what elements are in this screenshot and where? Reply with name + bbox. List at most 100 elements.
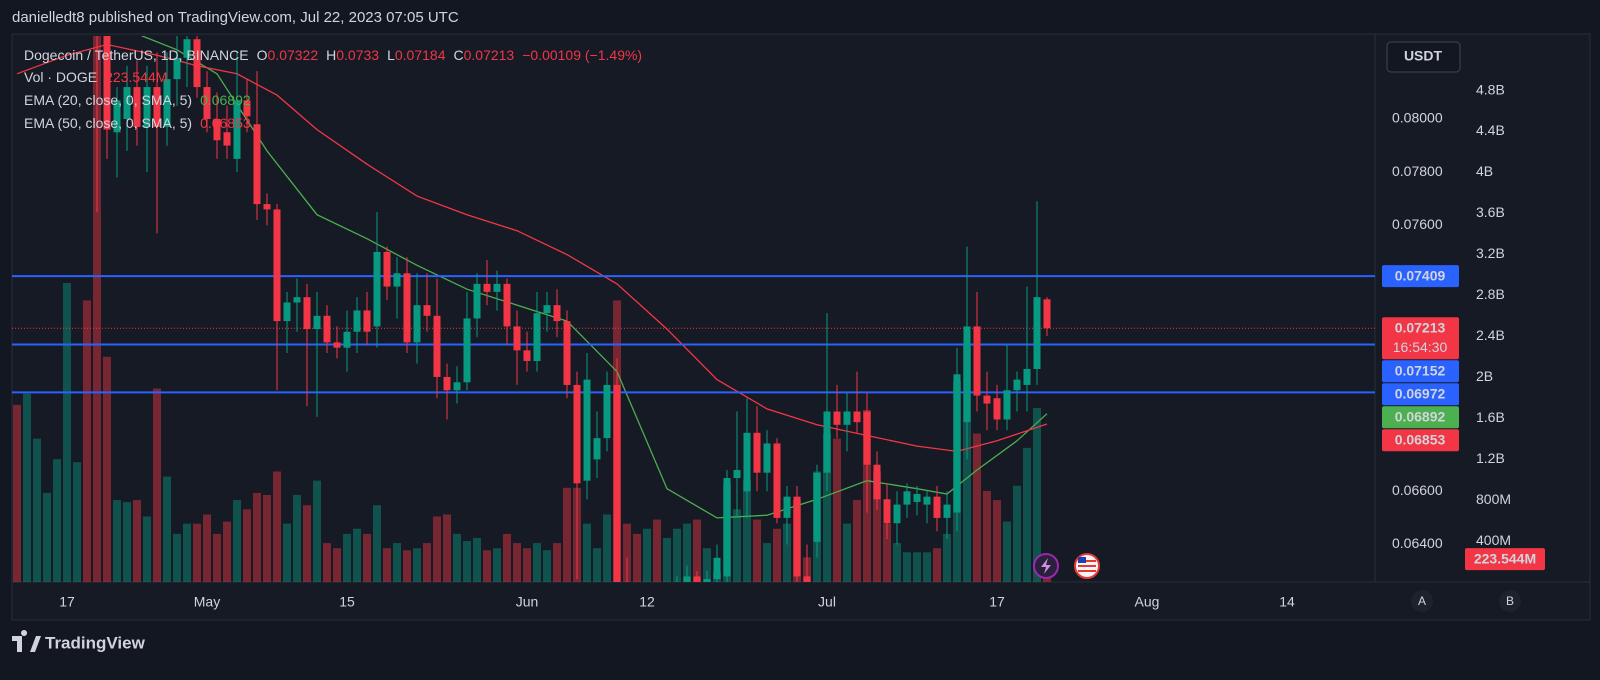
scale-buttons[interactable]: A B xyxy=(1411,590,1521,612)
volume-bar xyxy=(653,519,661,582)
price-badge-label: 0.06853 xyxy=(1395,431,1446,447)
log-scale-button[interactable] xyxy=(1499,590,1521,612)
candle-body xyxy=(943,504,951,518)
currency[interactable]: USDT xyxy=(1404,48,1443,64)
candle-body xyxy=(703,579,711,582)
candle-body xyxy=(233,100,241,159)
volume-name: Vol · DOGE xyxy=(24,69,97,85)
time-tick-label: 17 xyxy=(59,594,75,610)
volume-bar xyxy=(263,494,271,582)
volume-value: 223.544M xyxy=(105,69,167,85)
candle-body xyxy=(483,283,491,292)
volume-bar xyxy=(853,500,861,582)
flag-canton xyxy=(1078,557,1086,563)
volume-tick-label: 4.8B xyxy=(1476,81,1505,97)
volume-tick-label: 2.8B xyxy=(1476,286,1505,302)
auto-scale-button[interactable] xyxy=(1411,590,1433,612)
price-badge xyxy=(1382,265,1459,288)
candle-body xyxy=(153,87,161,127)
volume-bar xyxy=(883,523,891,582)
candle-body xyxy=(383,251,391,287)
candle-body xyxy=(303,297,311,330)
volume-bar xyxy=(493,548,501,582)
volume-bar xyxy=(623,523,631,582)
volume-bar xyxy=(113,500,121,582)
volume-bar xyxy=(393,543,401,582)
price-badge-label: 0.07152 xyxy=(1395,362,1446,378)
volume-bar xyxy=(743,480,751,582)
volume-bar xyxy=(423,543,431,582)
candle-body xyxy=(883,499,891,524)
volume-bar xyxy=(443,514,451,582)
volume-bar xyxy=(473,537,481,582)
volume-bar xyxy=(303,505,311,582)
volume-bar xyxy=(33,438,41,582)
event-icons[interactable] xyxy=(1033,553,1100,579)
volume-bar xyxy=(903,552,911,582)
candle-body xyxy=(223,132,231,146)
volume-bar xyxy=(783,523,791,582)
volume-bar xyxy=(293,494,301,582)
candle-body xyxy=(423,305,431,316)
candle-body xyxy=(173,57,181,80)
ema-value: 0.06892 xyxy=(200,92,251,108)
volume-bar xyxy=(693,519,701,582)
ohlc-value: 0.0733 xyxy=(336,47,379,63)
time-tick-label: May xyxy=(194,594,220,610)
candle-body xyxy=(923,496,931,505)
price-badge-label: 0.06892 xyxy=(1395,408,1446,424)
volume-bar xyxy=(753,519,761,582)
volume-bar xyxy=(1033,407,1041,582)
candle-body xyxy=(393,273,401,287)
volume-bar xyxy=(873,471,881,582)
price-badge xyxy=(1382,360,1459,383)
legend: Dogecoin / TetherUS, 1D, BINANCE O0.07322… xyxy=(24,47,642,131)
volume-bar xyxy=(223,521,231,582)
candle-body xyxy=(213,118,221,141)
candle-body xyxy=(873,464,881,500)
button-frame[interactable] xyxy=(1386,41,1461,73)
price-badge-label: 0.07213 xyxy=(1395,319,1446,335)
candle-body xyxy=(143,87,151,127)
volume-bar xyxy=(53,459,61,582)
volume-tick-label: 4.4B xyxy=(1476,122,1505,138)
volume-bar xyxy=(343,533,351,582)
volume-tick-label: 1.2B xyxy=(1476,450,1505,466)
button-glyph: A xyxy=(1418,594,1426,608)
candle-body xyxy=(753,432,761,473)
candle-body xyxy=(543,305,551,314)
volume-bar xyxy=(463,541,471,582)
volume-bar xyxy=(833,438,841,582)
candle-body xyxy=(863,411,871,465)
volume-bar xyxy=(643,528,651,582)
volume-bar xyxy=(133,500,141,582)
candle-body xyxy=(583,379,591,481)
volume-bar xyxy=(973,433,981,582)
volume-bar xyxy=(233,500,241,582)
candle-body xyxy=(593,438,601,460)
volume-bar xyxy=(153,388,161,582)
volume-bar xyxy=(663,537,671,582)
candle-body xyxy=(983,395,991,404)
ohlc-value: 0.07213 xyxy=(464,47,515,63)
time-tick-label: 12 xyxy=(639,594,655,610)
ohlc-value: 0.07322 xyxy=(268,47,319,63)
candle-body xyxy=(103,36,111,130)
volume-bar xyxy=(283,523,291,582)
volume-bar xyxy=(363,533,371,582)
volume-bar xyxy=(733,509,741,582)
candle-body xyxy=(1033,297,1041,369)
button-glyph: B xyxy=(1506,594,1514,608)
currency-button[interactable]: USDT xyxy=(1386,41,1461,73)
candle-body xyxy=(323,315,331,343)
candle-layer xyxy=(96,36,1051,582)
candle-body xyxy=(1003,390,1011,420)
price-tick-label: 0.06400 xyxy=(1392,535,1443,551)
volume-bar xyxy=(373,505,381,582)
legend-volume: Vol · DOGE 223.544M xyxy=(24,69,167,85)
publish-note: danielledt8 published on TradingView.com… xyxy=(12,9,459,26)
candle-body xyxy=(573,384,581,484)
volume-bar xyxy=(143,516,151,582)
volume-bar xyxy=(503,533,511,582)
